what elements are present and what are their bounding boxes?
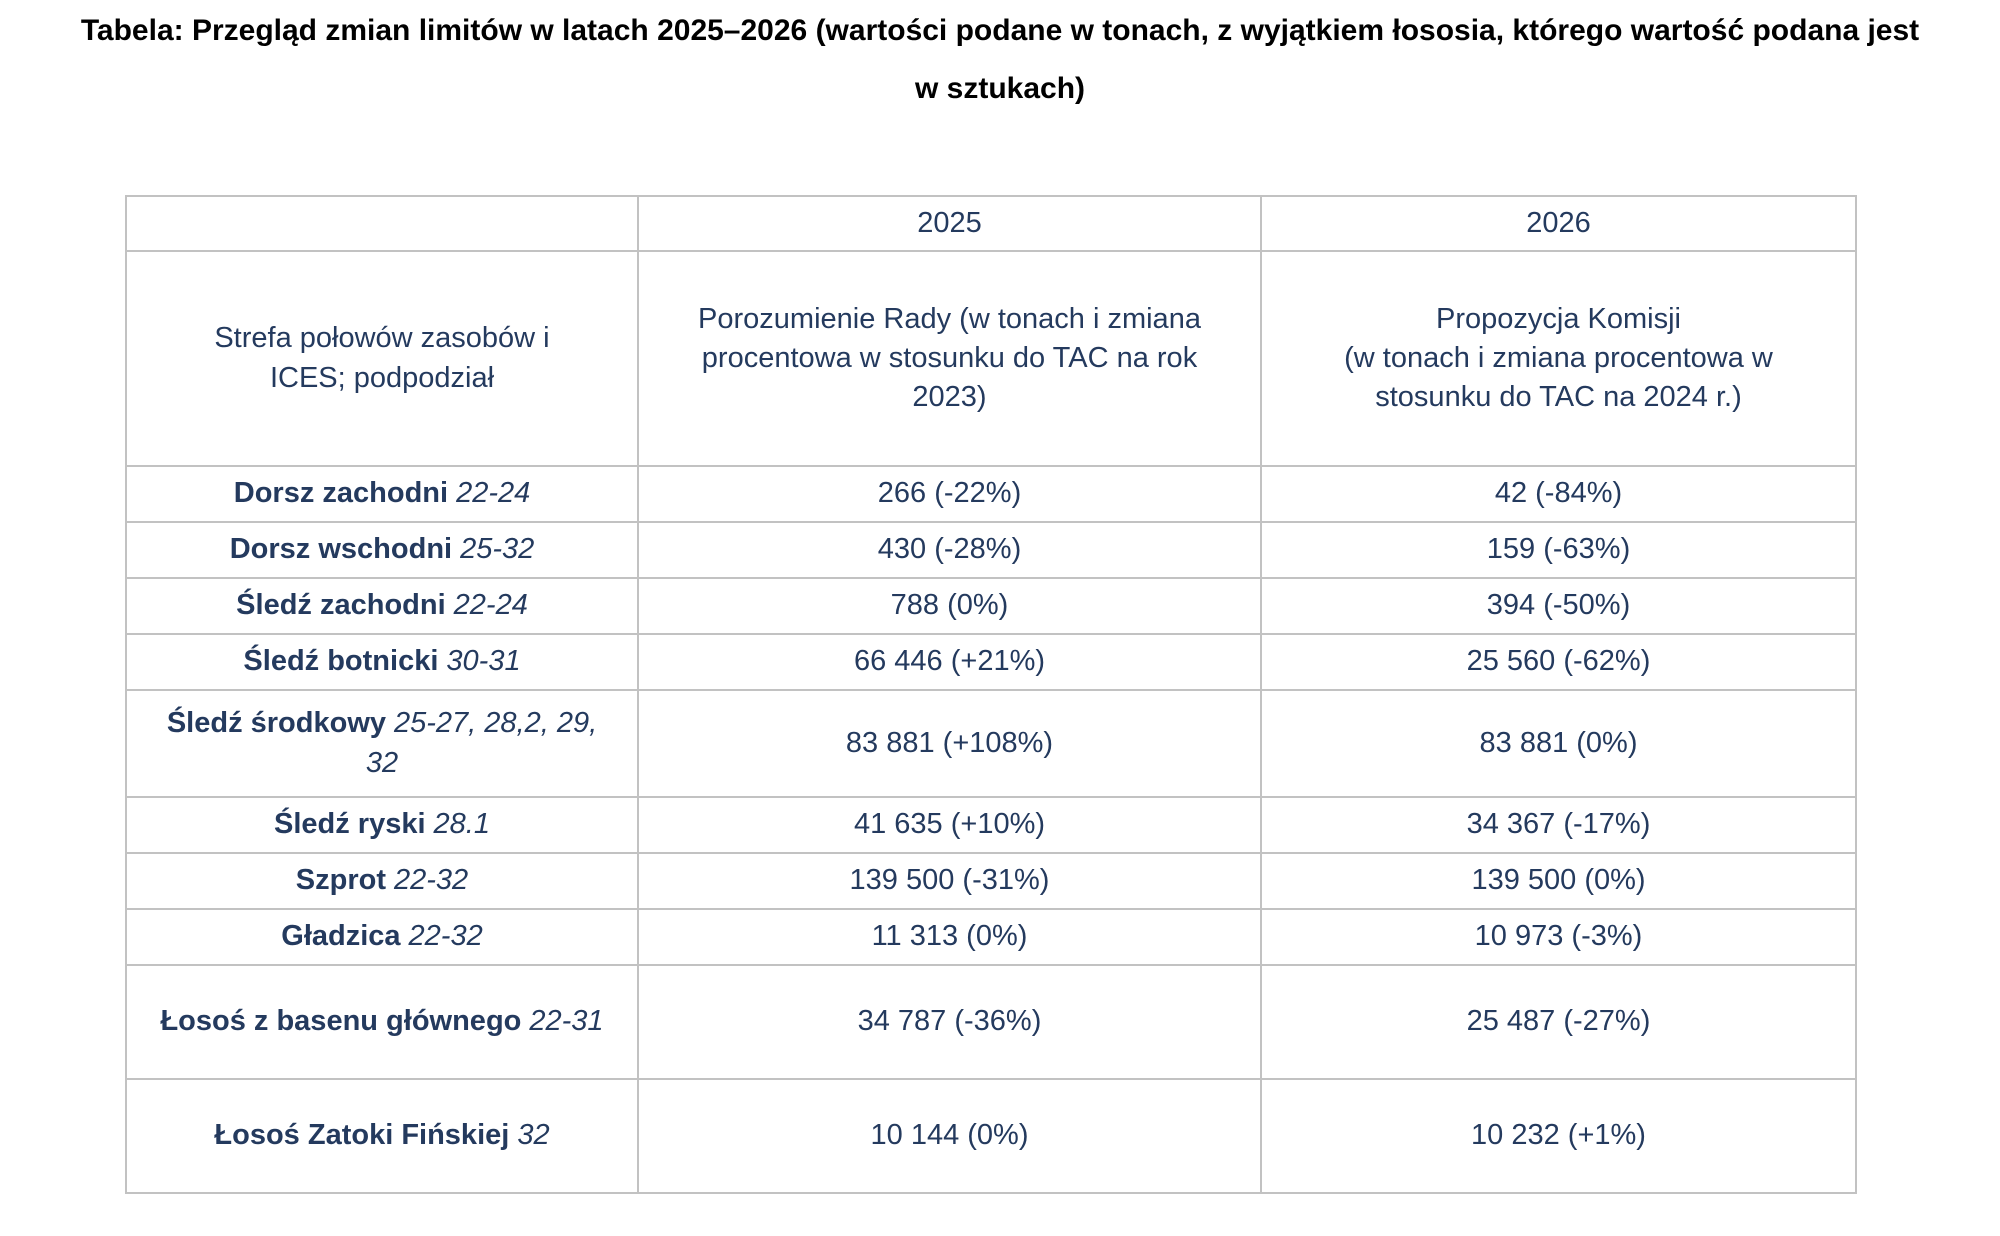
- stock-cell: Gładzica 22-32: [125, 908, 639, 966]
- table-row: Dorsz zachodni 22-24 266 (-22%) 42 (-84%): [125, 465, 1857, 523]
- value-2026-cell: 159 (-63%): [1260, 521, 1857, 579]
- ices-zone: 22-31: [529, 1005, 604, 1038]
- stock-name: Śledź botnicki: [243, 645, 439, 678]
- stock-cell: Śledź środkowy 25-27, 28,2, 29, 32: [125, 689, 639, 798]
- stock-name: Śledź środkowy: [166, 707, 386, 740]
- stock-name: Łosoś Zatoki Fińskiej: [214, 1119, 510, 1152]
- stock-cell: Łosoś z basenu głównego 22-31: [125, 964, 639, 1080]
- stock-name: Śledź ryski: [274, 808, 426, 841]
- ices-zone: 25-32: [460, 533, 535, 566]
- ices-zone: 32: [517, 1119, 550, 1152]
- year-2026-header: 2026: [1260, 195, 1857, 252]
- stock-cell: Śledź ryski 28.1: [125, 796, 639, 854]
- stock-name: Łosoś z basenu głównego: [160, 1005, 522, 1038]
- table-row: Szprot 22-32 139 500 (-31%) 139 500 (0%): [125, 852, 1857, 910]
- stock-cell: Dorsz wschodni 25-32: [125, 521, 639, 579]
- stock-cell: Dorsz zachodni 22-24: [125, 465, 639, 523]
- stock-cell: Śledź zachodni 22-24: [125, 577, 639, 635]
- ices-zone: 22-32: [394, 864, 469, 897]
- table-row: Śledź botnicki 30-31 66 446 (+21%) 25 560…: [125, 633, 1857, 691]
- stock-column-header: Strefa połowów zasobów i ICES; podpodzia…: [125, 250, 639, 467]
- page-title: Tabela: Przegląd zmian limitów w latach …: [80, 14, 1920, 105]
- value-2026-cell: 34 367 (-17%): [1260, 796, 1857, 854]
- table-row: Gładzica 22-32 11 313 (0%) 10 973 (-3%): [125, 908, 1857, 966]
- value-2026-cell: 10 232 (+1%): [1260, 1078, 1857, 1194]
- commission-proposal-2026-header: Propozycja Komisji (w tonach i zmiana pr…: [1260, 250, 1857, 467]
- stock-cell: Szprot 22-32: [125, 852, 639, 910]
- ices-zone: 22-24: [453, 589, 528, 622]
- value-2026-cell: 139 500 (0%): [1260, 852, 1857, 910]
- value-2025-cell: 83 881 (+108%): [637, 689, 1262, 798]
- value-2025-cell: 66 446 (+21%): [637, 633, 1262, 691]
- year-header-row: 2025 2026: [125, 195, 1857, 252]
- ices-zone: 25-27, 28,2, 29, 32: [365, 707, 598, 779]
- value-2026-cell: 83 881 (0%): [1260, 689, 1857, 798]
- value-2026-cell: 25 487 (-27%): [1260, 964, 1857, 1080]
- table-row: Śledź środkowy 25-27, 28,2, 29, 32 83 881…: [125, 689, 1857, 798]
- table-row: Śledź zachodni 22-24 788 (0%) 394 (-50%): [125, 577, 1857, 635]
- value-2025-cell: 788 (0%): [637, 577, 1262, 635]
- value-2025-cell: 41 635 (+10%): [637, 796, 1262, 854]
- stock-name: Śledź zachodni: [236, 589, 446, 622]
- year-2025-header: 2025: [637, 195, 1262, 252]
- stock-cell: Łosoś Zatoki Fińskiej 32: [125, 1078, 639, 1194]
- corner-empty-cell: [125, 195, 639, 252]
- value-2025-cell: 139 500 (-31%): [637, 852, 1262, 910]
- ices-zone: 30-31: [446, 645, 521, 678]
- limits-table: 2025 2026 Strefa połowów zasobów i ICES;…: [125, 195, 1857, 1194]
- table-row: Łosoś Zatoki Fińskiej 32 10 144 (0%) 10 2…: [125, 1078, 1857, 1194]
- value-2025-cell: 34 787 (-36%): [637, 964, 1262, 1080]
- value-2026-cell: 25 560 (-62%): [1260, 633, 1857, 691]
- ices-zone: 28.1: [433, 808, 490, 841]
- value-2026-cell: 42 (-84%): [1260, 465, 1857, 523]
- ices-zone: 22-32: [408, 920, 483, 953]
- table-row: Dorsz wschodni 25-32 430 (-28%) 159 (-63%…: [125, 521, 1857, 579]
- value-2026-cell: 10 973 (-3%): [1260, 908, 1857, 966]
- stock-name: Dorsz zachodni: [233, 477, 449, 510]
- table-body: Dorsz zachodni 22-24 266 (-22%) 42 (-84%)…: [125, 465, 1857, 1194]
- council-agreement-2025-header: Porozumienie Rady (w tonach i zmiana pro…: [637, 250, 1262, 467]
- stock-name: Gładzica: [281, 920, 401, 953]
- column-header-row: Strefa połowów zasobów i ICES; podpodzia…: [125, 250, 1857, 467]
- table-row: Łosoś z basenu głównego 22-31 34 787 (-36…: [125, 964, 1857, 1080]
- value-2026-cell: 394 (-50%): [1260, 577, 1857, 635]
- ices-zone: 22-24: [456, 477, 531, 510]
- stock-cell: Śledź botnicki 30-31: [125, 633, 639, 691]
- value-2025-cell: 10 144 (0%): [637, 1078, 1262, 1194]
- value-2025-cell: 11 313 (0%): [637, 908, 1262, 966]
- value-2025-cell: 266 (-22%): [637, 465, 1262, 523]
- table-row: Śledź ryski 28.1 41 635 (+10%) 34 367 (-1…: [125, 796, 1857, 854]
- stock-name: Szprot: [295, 864, 387, 897]
- stock-name: Dorsz wschodni: [229, 533, 453, 566]
- value-2025-cell: 430 (-28%): [637, 521, 1262, 579]
